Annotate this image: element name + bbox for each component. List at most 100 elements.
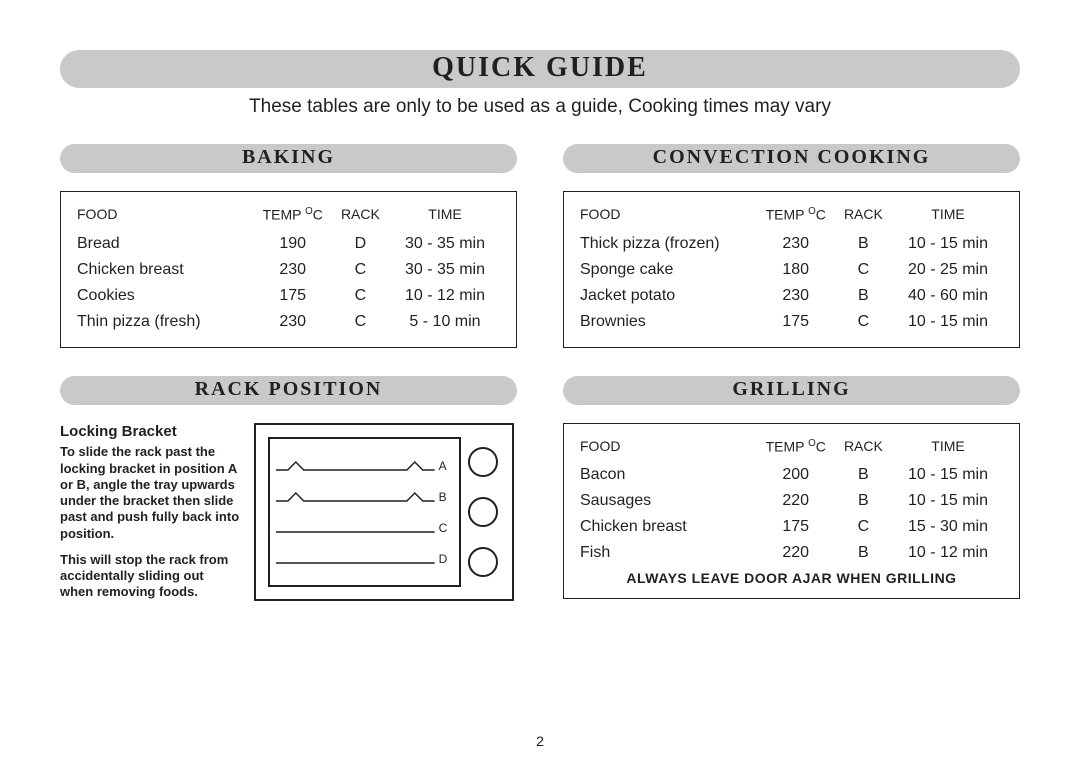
cell-food: Sponge cake [580, 257, 758, 283]
cell-temp: 220 [758, 540, 834, 566]
cell-temp: 190 [255, 231, 331, 257]
oven-diagram: A B C D [254, 423, 514, 601]
cell-time: 15 - 30 min [893, 514, 1003, 540]
cell-rack: C [834, 257, 893, 283]
knob-icon [468, 497, 498, 527]
cell-time: 10 - 15 min [893, 462, 1003, 488]
cell-temp: 230 [255, 257, 331, 283]
cell-food: Jacket potato [580, 283, 758, 309]
main-title-pill: Quick Guide [60, 50, 1020, 88]
cell-rack: B [834, 283, 893, 309]
cell-temp: 220 [758, 488, 834, 514]
table-row: Bread190D30 - 35 min [77, 231, 500, 257]
cell-temp: 180 [758, 257, 834, 283]
grilling-heading: Grilling [563, 376, 1020, 405]
cell-temp: 175 [758, 514, 834, 540]
cell-time: 40 - 60 min [893, 283, 1003, 309]
rack-position-section: Locking Bracket To slide the rack past t… [60, 423, 517, 611]
grilling-table: FOOD TEMP oC RACK TIME Bacon200B10 - 15 … [563, 423, 1020, 600]
rack-line-d [276, 553, 435, 565]
rack-line-a [276, 460, 435, 472]
cell-time: 10 - 12 min [893, 540, 1003, 566]
cell-rack: B [834, 231, 893, 257]
convection-col-food: FOOD [580, 202, 758, 231]
rack-label-d: D [439, 552, 453, 566]
rack-label-c: C [439, 521, 453, 535]
left-column: Baking FOOD TEMP oC RACK TIME Bread190D3… [60, 144, 517, 611]
convection-table: FOOD TEMP oC RACK TIME Thick pizza (froz… [563, 191, 1020, 348]
cell-food: Fish [580, 540, 758, 566]
cell-rack: D [331, 231, 390, 257]
cell-temp: 175 [758, 309, 834, 335]
cell-food: Thin pizza (fresh) [77, 309, 255, 335]
convection-col-rack: RACK [834, 202, 893, 231]
convection-heading: Convection Cooking [563, 144, 1020, 173]
cell-rack: B [834, 488, 893, 514]
cell-rack: C [331, 257, 390, 283]
cell-food: Thick pizza (frozen) [580, 231, 758, 257]
rack-position-heading: Rack Position [60, 376, 517, 405]
knob-icon [468, 547, 498, 577]
baking-col-time: TIME [390, 202, 500, 231]
cell-food: Sausages [580, 488, 758, 514]
cell-food: Chicken breast [580, 514, 758, 540]
cell-time: 20 - 25 min [893, 257, 1003, 283]
table-row: Thick pizza (frozen)230B10 - 15 min [580, 231, 1003, 257]
table-row: Sponge cake180C20 - 25 min [580, 257, 1003, 283]
cell-time: 10 - 12 min [390, 283, 500, 309]
grilling-door-note: Always leave door ajar when grilling [580, 570, 1003, 586]
oven-interior: A B C D [268, 437, 461, 587]
table-row: Chicken breast175C15 - 30 min [580, 514, 1003, 540]
subtitle-text: These tables are only to be used as a gu… [60, 96, 1020, 118]
rack-lines [276, 447, 435, 579]
grilling-col-rack: RACK [834, 434, 893, 463]
cell-food: Bread [77, 231, 255, 257]
cell-rack: C [834, 514, 893, 540]
rack-labels: A B C D [439, 447, 453, 579]
rack-label-b: B [439, 490, 453, 504]
cell-time: 10 - 15 min [893, 309, 1003, 335]
table-row: Jacket potato230B40 - 60 min [580, 283, 1003, 309]
baking-col-temp: TEMP oC [255, 202, 331, 231]
cell-food: Cookies [77, 283, 255, 309]
cell-time: 5 - 10 min [390, 309, 500, 335]
table-row: Brownies175C10 - 15 min [580, 309, 1003, 335]
grilling-col-food: FOOD [580, 434, 758, 463]
cell-time: 30 - 35 min [390, 231, 500, 257]
content-columns: Baking FOOD TEMP oC RACK TIME Bread190D3… [60, 144, 1020, 611]
table-row: Thin pizza (fresh)230C5 - 10 min [77, 309, 500, 335]
cell-food: Brownies [580, 309, 758, 335]
convection-col-temp: TEMP oC [758, 202, 834, 231]
cell-temp: 230 [758, 283, 834, 309]
cell-rack: C [331, 283, 390, 309]
cell-rack: C [331, 309, 390, 335]
page-number: 2 [536, 733, 544, 749]
cell-temp: 230 [255, 309, 331, 335]
baking-col-food: FOOD [77, 202, 255, 231]
cell-rack: C [834, 309, 893, 335]
cell-food: Chicken breast [77, 257, 255, 283]
table-row: Bacon200B10 - 15 min [580, 462, 1003, 488]
cell-time: 10 - 15 min [893, 488, 1003, 514]
cell-rack: B [834, 462, 893, 488]
cell-temp: 230 [758, 231, 834, 257]
rack-label-a: A [439, 459, 453, 473]
convection-col-time: TIME [893, 202, 1003, 231]
rack-line-b [276, 491, 435, 503]
locking-bracket-text: Locking Bracket To slide the rack past t… [60, 423, 240, 611]
grilling-col-time: TIME [893, 434, 1003, 463]
table-row: Sausages220B10 - 15 min [580, 488, 1003, 514]
table-row: Cookies175C10 - 12 min [77, 283, 500, 309]
knob-column [467, 437, 500, 587]
baking-table: FOOD TEMP oC RACK TIME Bread190D30 - 35 … [60, 191, 517, 348]
cell-time: 30 - 35 min [390, 257, 500, 283]
baking-heading: Baking [60, 144, 517, 173]
right-column: Convection Cooking FOOD TEMP oC RACK TIM… [563, 144, 1020, 611]
baking-col-rack: RACK [331, 202, 390, 231]
rack-line-c [276, 522, 435, 534]
cell-temp: 175 [255, 283, 331, 309]
cell-food: Bacon [580, 462, 758, 488]
cell-temp: 200 [758, 462, 834, 488]
cell-rack: B [834, 540, 893, 566]
locking-bracket-para2: This will stop the rack from accidentall… [60, 552, 240, 601]
